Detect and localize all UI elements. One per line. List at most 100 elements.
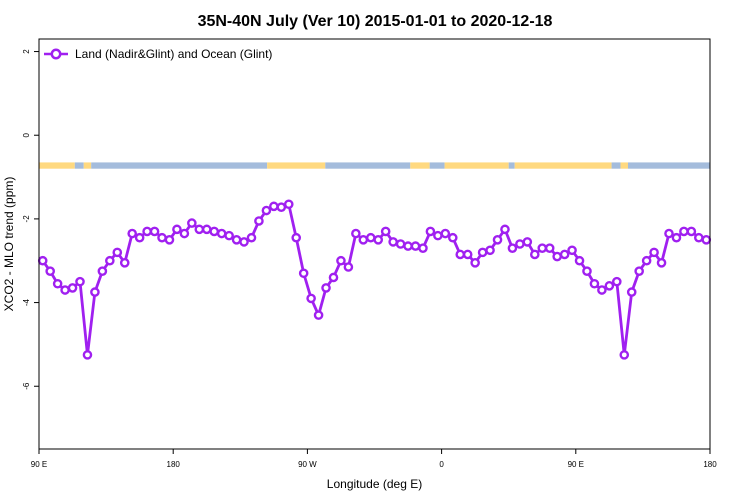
data-point [60, 285, 70, 295]
data-point [172, 224, 182, 235]
data-point [395, 239, 406, 249]
data-point [37, 255, 48, 266]
data-point [201, 224, 212, 235]
data-point [134, 232, 145, 243]
data-point [626, 287, 637, 297]
strip-segment-land [620, 162, 628, 169]
y-tick-label: -4 [22, 298, 31, 306]
data-point [567, 245, 577, 256]
data-point [306, 293, 316, 304]
strip-segment-land [444, 162, 509, 169]
series-line [41, 202, 707, 357]
data-point [597, 285, 607, 295]
data-point [351, 228, 361, 239]
data-point [328, 272, 339, 283]
data-point [686, 226, 697, 237]
data-point [105, 255, 115, 266]
data-point [664, 228, 674, 239]
x-axis: 90 E 180 90 W 0 90 E 180 [31, 449, 717, 469]
data-point [75, 276, 85, 287]
data-point [701, 235, 712, 245]
strip-segment-ocean [325, 162, 411, 169]
data-point [82, 350, 93, 360]
data-point [269, 201, 279, 212]
data-point [127, 228, 137, 239]
data-point [641, 255, 652, 266]
data-point [552, 251, 562, 262]
x-tick-label: 180 [167, 460, 181, 469]
data-point [433, 230, 443, 241]
x-tick-label: 90 W [298, 460, 317, 469]
x-tick-label: 90 E [568, 460, 584, 469]
legend: Land (Nadir&Glint) and Ocean (Glint) [44, 47, 272, 61]
x-axis-label: Longitude (deg E) [327, 477, 422, 491]
y-axis: 2 0 -2 -4 -6 [22, 49, 39, 390]
data-point [462, 249, 473, 260]
data-point [544, 243, 555, 253]
legend-marker [50, 48, 62, 60]
data-point [90, 287, 100, 297]
data-point [612, 276, 622, 287]
data-point [694, 232, 704, 243]
data-point [656, 258, 667, 268]
data-point [447, 232, 458, 243]
strip-segment-land [410, 162, 430, 169]
data-point [254, 216, 264, 226]
data-point [470, 258, 480, 268]
y-tick-label: -2 [22, 215, 31, 223]
data-point [455, 249, 466, 260]
x-tick-label: 0 [439, 460, 444, 469]
data-point [671, 232, 682, 243]
data-point [119, 258, 130, 268]
plot-frame [38, 38, 711, 450]
data-point [358, 235, 369, 245]
data-point [224, 230, 234, 241]
y-tick-label: 0 [22, 132, 31, 137]
strip-segment-ocean [429, 162, 445, 169]
series-layer [37, 199, 712, 360]
data-point [403, 241, 413, 251]
data-point [485, 245, 495, 256]
data-point [112, 247, 123, 258]
data-point [492, 235, 503, 245]
y-tick-label: -6 [22, 382, 31, 390]
data-point [380, 226, 391, 237]
data-point [209, 226, 220, 237]
data-point [410, 241, 421, 251]
data-point [388, 237, 398, 247]
surface-type-strip [39, 162, 710, 169]
data-point [149, 226, 160, 237]
data-point [477, 247, 488, 258]
data-point [97, 266, 108, 276]
x-tick-label: 180 [703, 460, 717, 469]
data-point [559, 249, 570, 260]
data-point [425, 226, 436, 237]
data-point [276, 202, 287, 212]
data-point [291, 232, 302, 243]
data-point [649, 247, 659, 258]
data-point [343, 262, 354, 272]
data-point [261, 205, 272, 216]
strip-segment-land [83, 162, 92, 169]
strip-segment-ocean [508, 162, 515, 169]
chart-title: 35N-40N July (Ver 10) 2015-01-01 to 2020… [198, 13, 553, 30]
data-point [529, 249, 540, 260]
data-point [515, 239, 525, 249]
data-point [45, 266, 55, 276]
strip-segment-ocean [627, 162, 710, 169]
data-point [164, 235, 175, 245]
data-point [373, 235, 384, 245]
data-point [500, 224, 510, 235]
data-point [179, 228, 190, 239]
data-point [365, 232, 376, 243]
strip-segment-ocean [74, 162, 84, 169]
data-point [283, 199, 294, 210]
data-point [157, 232, 167, 243]
data-point [231, 235, 242, 245]
data-point [582, 266, 592, 276]
strip-segment-land [514, 162, 612, 169]
strip-segment-ocean [91, 162, 268, 169]
data-point [336, 255, 346, 266]
strip-segment-land [267, 162, 326, 169]
